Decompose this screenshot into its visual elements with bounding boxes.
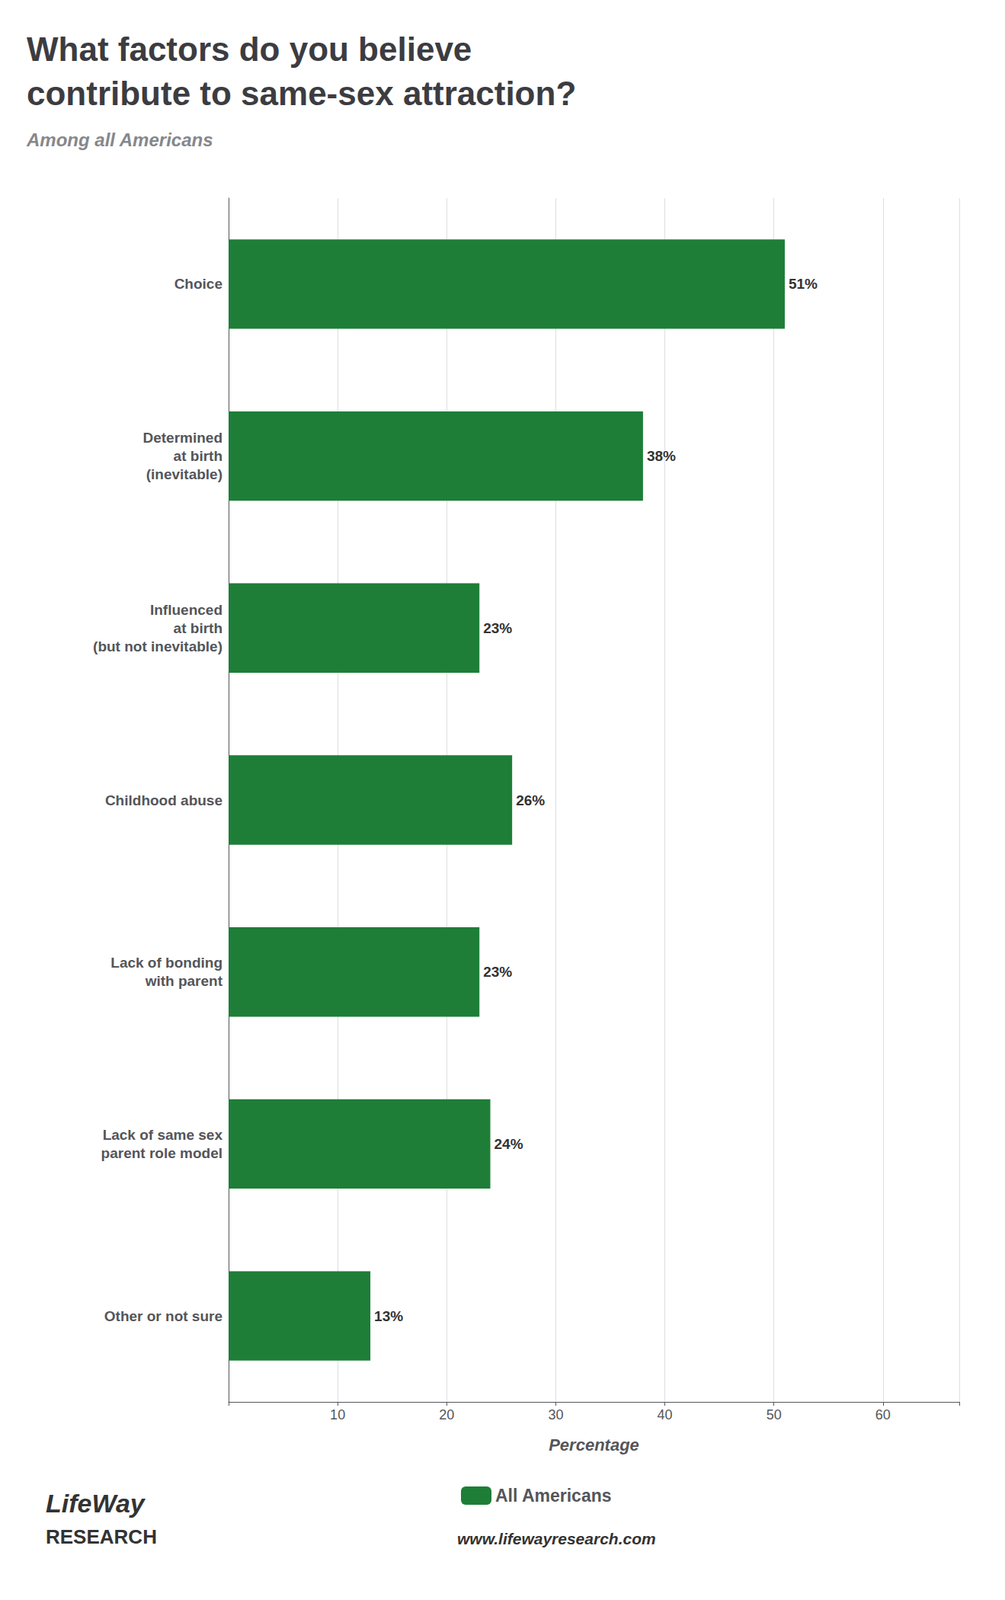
svg-text:Lack of same sex: Lack of same sex: [102, 1126, 224, 1143]
svg-text:23%: 23%: [483, 963, 513, 980]
svg-text:www.lifewayresearch.com: www.lifewayresearch.com: [457, 1529, 657, 1548]
svg-text:Other or not sure: Other or not sure: [104, 1308, 223, 1325]
svg-text:60: 60: [875, 1407, 891, 1423]
svg-text:What factors do you believe: What factors do you believe: [26, 30, 472, 68]
svg-text:50: 50: [766, 1407, 782, 1423]
svg-text:(inevitable): (inevitable): [146, 466, 223, 483]
svg-text:30: 30: [547, 1407, 564, 1423]
svg-text:38%: 38%: [646, 448, 676, 465]
svg-text:Choice: Choice: [174, 275, 223, 292]
svg-text:Childhood abuse: Childhood abuse: [105, 792, 223, 809]
svg-text:parent role model: parent role model: [101, 1145, 223, 1162]
svg-text:Determined: Determined: [142, 429, 223, 446]
svg-text:at birth: at birth: [173, 448, 223, 465]
svg-text:20: 20: [438, 1407, 455, 1423]
svg-text:Among all Americans: Among all Americans: [25, 129, 214, 151]
svg-text:Lack of bonding: Lack of bonding: [110, 954, 223, 971]
svg-text:40: 40: [657, 1407, 673, 1423]
svg-text:24%: 24%: [494, 1136, 524, 1153]
svg-text:with parent: with parent: [144, 972, 224, 989]
svg-text:13%: 13%: [374, 1308, 404, 1325]
svg-text:contribute to same-sex attract: contribute to same-sex attraction?: [26, 74, 577, 113]
svg-text:All Americans: All Americans: [495, 1485, 612, 1506]
svg-text:at birth: at birth: [173, 620, 223, 637]
svg-text:LifeWay: LifeWay: [45, 1488, 147, 1518]
svg-text:Influenced: Influenced: [150, 601, 223, 618]
svg-text:10: 10: [329, 1407, 346, 1423]
svg-text:26%: 26%: [515, 792, 545, 809]
svg-text:23%: 23%: [483, 620, 513, 637]
svg-text:Percentage: Percentage: [548, 1435, 640, 1455]
svg-text:51%: 51%: [788, 275, 818, 292]
svg-text:RESEARCH: RESEARCH: [45, 1525, 157, 1549]
svg-text:(but not inevitable): (but not inevitable): [92, 638, 223, 655]
